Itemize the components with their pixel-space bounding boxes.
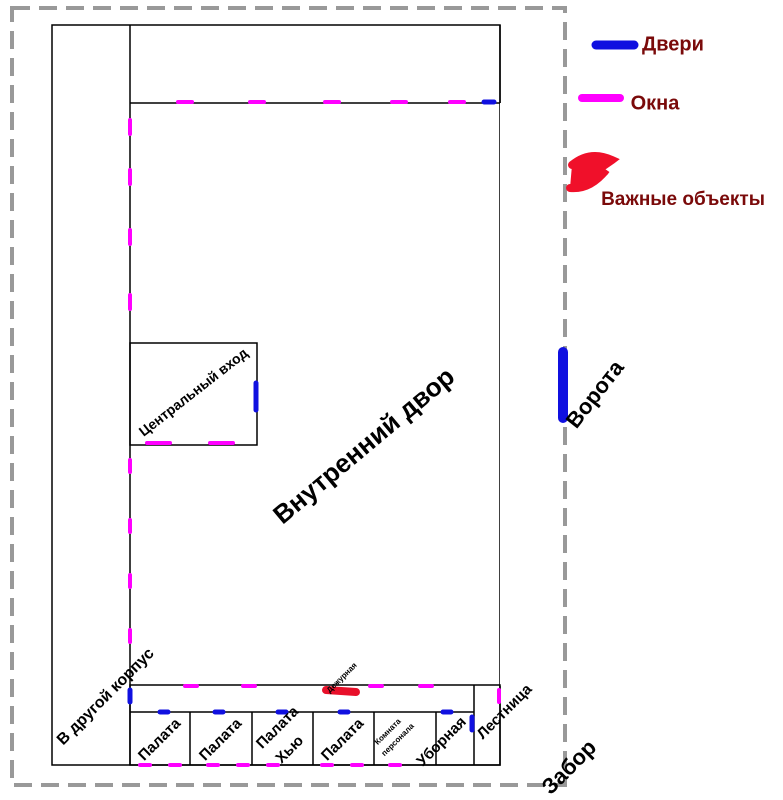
legend-important-mark: [566, 152, 620, 193]
room-label: Палата: [135, 715, 185, 765]
label: Лестница: [474, 680, 536, 742]
fence: [10, 6, 567, 787]
openings: [127, 99, 501, 767]
legend-label: Двери: [642, 33, 704, 55]
label: Ворота: [561, 355, 630, 433]
room-label: Палата: [318, 715, 368, 765]
duty-room-mark: [322, 686, 360, 696]
room-label: Палата: [196, 715, 246, 765]
legend-label: Окна: [631, 92, 681, 114]
label: В другой корпус: [54, 645, 158, 749]
walls: [51, 24, 560, 766]
room-label: Уборная: [413, 713, 469, 769]
label: Забор: [536, 734, 601, 799]
legend-label: Важные объекты: [601, 189, 765, 210]
